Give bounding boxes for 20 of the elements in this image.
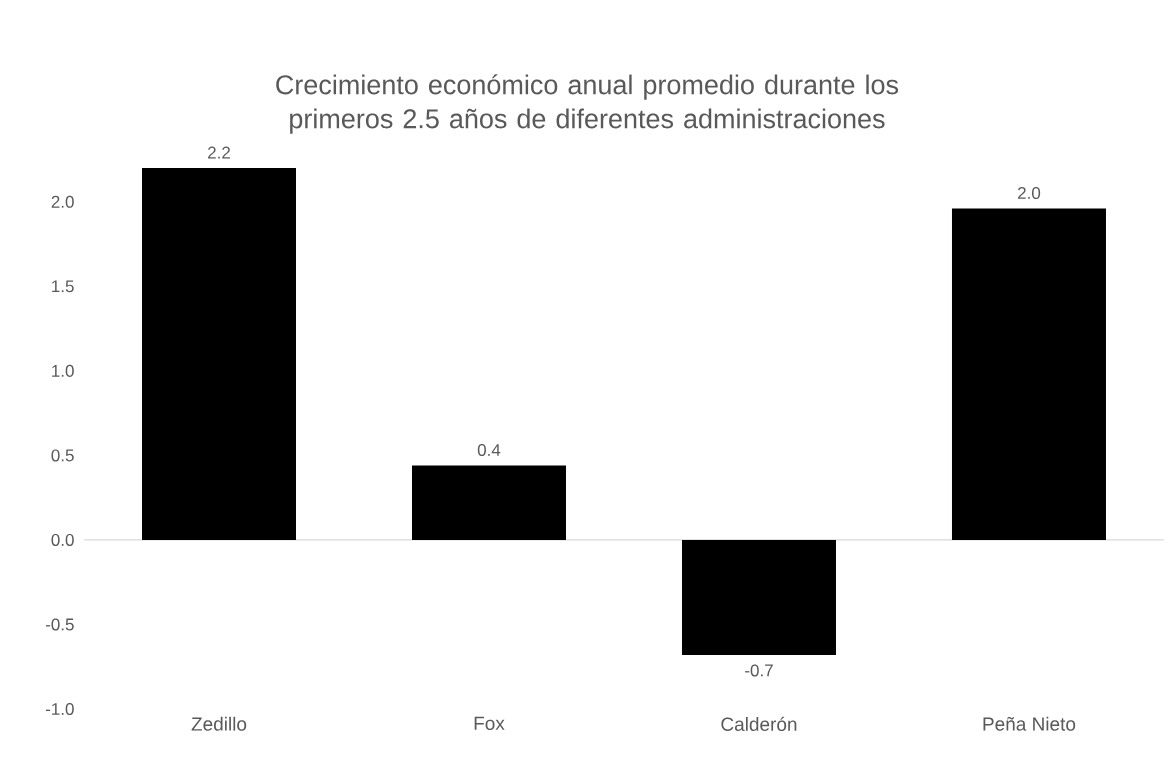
x-tick-label: Peña Nieto <box>983 716 1076 731</box>
x-tick-label: Fox <box>474 716 505 731</box>
bar <box>951 208 1106 540</box>
bar <box>681 539 836 655</box>
chart-title: Crecimiento económico anual promedio durante los primeros 2.5 años de diferentes administraciones <box>276 74 899 134</box>
y-tick-label: -1.0 <box>45 702 74 716</box>
data-label: 2.0 <box>1018 187 1041 200</box>
bar <box>142 167 296 540</box>
y-tick-label: 0.0 <box>51 533 74 546</box>
data-label: 2.2 <box>208 146 230 159</box>
y-tick-label: 1.5 <box>52 280 74 293</box>
y-tick-label: -0.5 <box>45 618 74 631</box>
y-tick-label: 2.0 <box>51 195 74 208</box>
y-tick-label: 0.5 <box>51 449 74 462</box>
y-tick-label: 1.0 <box>52 364 74 377</box>
bar <box>411 465 566 540</box>
x-tick-label: Zedillo <box>191 716 247 731</box>
data-label: 0.4 <box>477 443 501 457</box>
x-tick-label: Calderón <box>721 716 797 731</box>
data-label: -0.7 <box>745 664 773 677</box>
